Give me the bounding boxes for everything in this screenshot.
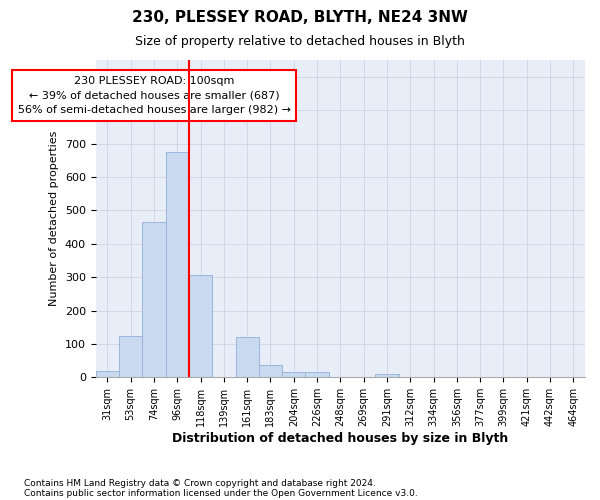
Bar: [142, 222, 166, 378]
Text: 230, PLESSEY ROAD, BLYTH, NE24 3NW: 230, PLESSEY ROAD, BLYTH, NE24 3NW: [132, 10, 468, 25]
Bar: [376, 374, 398, 378]
Bar: [166, 152, 189, 378]
Bar: [282, 372, 305, 378]
Bar: [235, 338, 259, 378]
Text: Contains public sector information licensed under the Open Government Licence v3: Contains public sector information licen…: [24, 488, 418, 498]
X-axis label: Distribution of detached houses by size in Blyth: Distribution of detached houses by size …: [172, 432, 508, 445]
Bar: [189, 276, 212, 378]
Text: Size of property relative to detached houses in Blyth: Size of property relative to detached ho…: [135, 35, 465, 48]
Y-axis label: Number of detached properties: Number of detached properties: [49, 131, 59, 306]
Bar: [119, 336, 142, 378]
Bar: [259, 365, 282, 378]
Bar: [96, 370, 119, 378]
Text: Contains HM Land Registry data © Crown copyright and database right 2024.: Contains HM Land Registry data © Crown c…: [24, 478, 376, 488]
Text: 230 PLESSEY ROAD: 100sqm
← 39% of detached houses are smaller (687)
56% of semi-: 230 PLESSEY ROAD: 100sqm ← 39% of detach…: [18, 76, 291, 116]
Bar: [305, 372, 329, 378]
